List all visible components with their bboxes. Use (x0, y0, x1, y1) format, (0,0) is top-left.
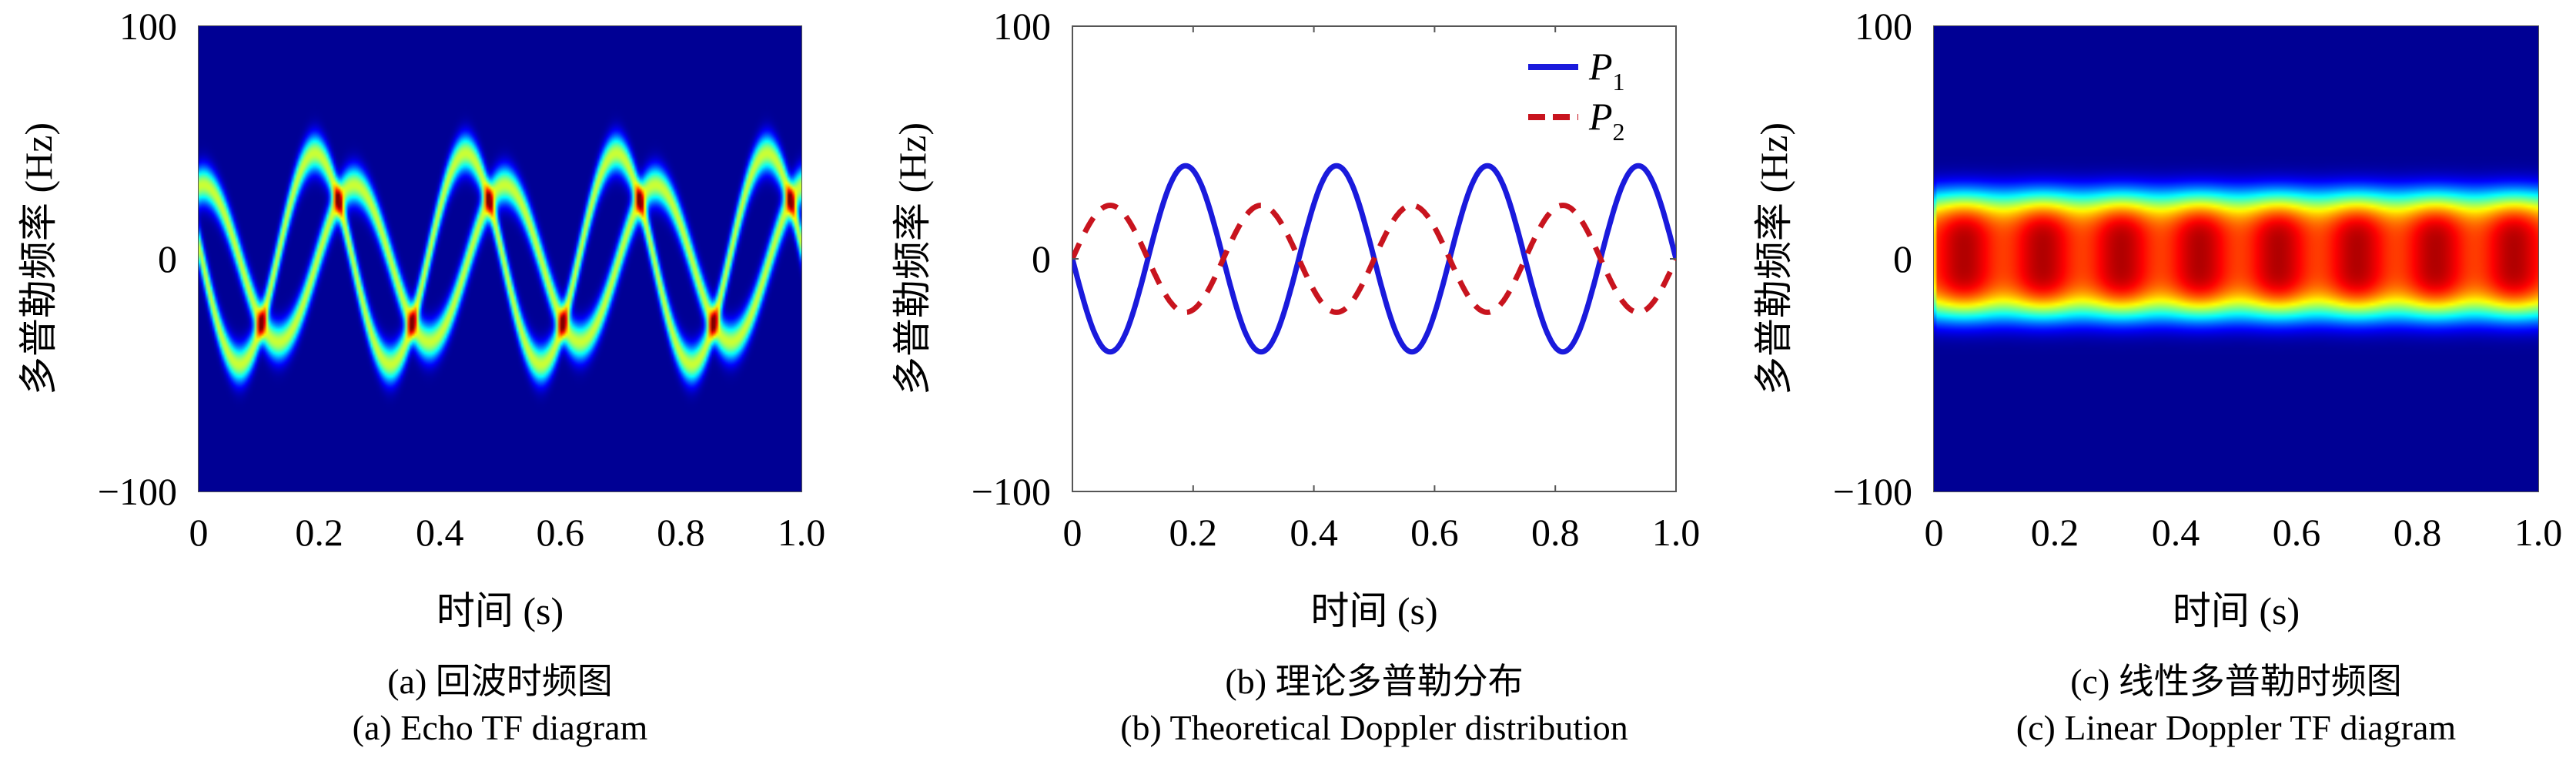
y-axis-label: 多普勒频率 (Hz) (891, 122, 934, 396)
y-tick-label: 100 (1855, 5, 1912, 48)
x-tick-label: 0 (189, 511, 209, 554)
x-tick-label: 0.2 (1169, 511, 1218, 554)
y-tick-label: 100 (993, 5, 1051, 48)
x-tick-label: 0 (1925, 511, 1944, 554)
x-tick-label: 0 (1063, 511, 1082, 554)
panel-a: 0 0.2 0.4 0.6 0.8 1.0 100 0 −100 (98, 5, 825, 554)
x-tick-label: 1.0 (778, 511, 826, 554)
x-tick-label: 1.0 (2514, 511, 2563, 554)
caption-chinese: (a) 回波时频图 (387, 662, 613, 701)
x-tick-label: 0.8 (1531, 511, 1580, 554)
x-tick-label: 0.4 (2152, 511, 2200, 554)
series-line-p2 (1072, 203, 1676, 315)
x-tick-label: 0.4 (1290, 511, 1338, 554)
y-axis-label: 多普勒频率 (Hz) (17, 122, 60, 396)
y-tick-label: 100 (119, 5, 177, 48)
x-axis-label: 时间 (s) (1310, 589, 1438, 632)
x-tick-label: 0.6 (1410, 511, 1459, 554)
y-tick-label: −100 (98, 470, 177, 513)
x-tick-label: 0.2 (295, 511, 343, 554)
legend-label-p1: P1 (1588, 45, 1625, 96)
caption-english: (c) Linear Doppler TF diagram (2016, 708, 2457, 747)
heatmap-a (199, 26, 801, 491)
x-axis-label: 时间 (s) (2172, 589, 2300, 632)
heatmap-c (1934, 26, 2538, 491)
x-tick-label: 0.8 (657, 511, 705, 554)
x-tick-label: 0.8 (2394, 511, 2442, 554)
caption-english: (b) Theoretical Doppler distribution (1120, 708, 1628, 747)
x-tick-label: 0.6 (2273, 511, 2321, 554)
y-tick-label: −100 (972, 470, 1051, 513)
legend-label-p2: P2 (1588, 95, 1625, 146)
x-tick-label: 0.6 (537, 511, 585, 554)
x-tick-label: 1.0 (1652, 511, 1701, 554)
x-axis-label: 时间 (s) (436, 589, 564, 632)
y-tick-label: −100 (1833, 470, 1912, 513)
x-tick-label: 0.4 (416, 511, 464, 554)
caption-chinese: (b) 理论多普勒分布 (1225, 662, 1524, 701)
y-tick-label: 0 (1032, 237, 1051, 280)
y-axis-label: 多普勒频率 (Hz) (1752, 122, 1795, 396)
y-tick-label: 0 (158, 237, 177, 280)
y-tick-label: 0 (1893, 237, 1912, 280)
x-tick-label: 0.2 (2031, 511, 2079, 554)
caption-english: (a) Echo TF diagram (352, 708, 648, 747)
caption-chinese: (c) 线性多普勒时频图 (2070, 662, 2402, 701)
